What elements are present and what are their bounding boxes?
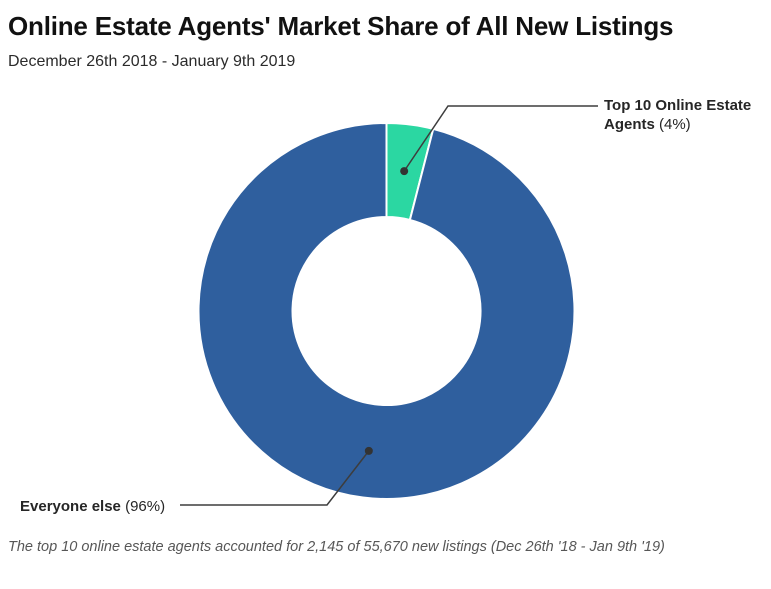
callout-label-top10-value: (4%) — [654, 116, 691, 133]
chart-title: Online Estate Agents' Market Share of Al… — [8, 11, 674, 41]
callout-line — [403, 105, 598, 172]
footnote: The top 10 online estate agents accounte… — [8, 539, 665, 555]
callout-label-everyone-else-name: Everyone else — [20, 498, 121, 515]
callout-dot — [364, 446, 373, 455]
chart-subtitle: December 26th 2018 - January 9th 2019 — [8, 53, 296, 70]
callout-dot — [400, 167, 409, 176]
callout-line — [180, 450, 370, 506]
callout-label-top10: Top 10 Online Estate Agents (4%) — [604, 96, 771, 134]
callout-label-top10-name: Top 10 Online Estate Agents — [604, 97, 752, 133]
callout-label-everyone-else: Everyone else (96%) — [20, 497, 165, 516]
callout-label-everyone-else-value: (96%) — [120, 498, 166, 515]
donut-slice-everyone-else — [197, 122, 576, 500]
